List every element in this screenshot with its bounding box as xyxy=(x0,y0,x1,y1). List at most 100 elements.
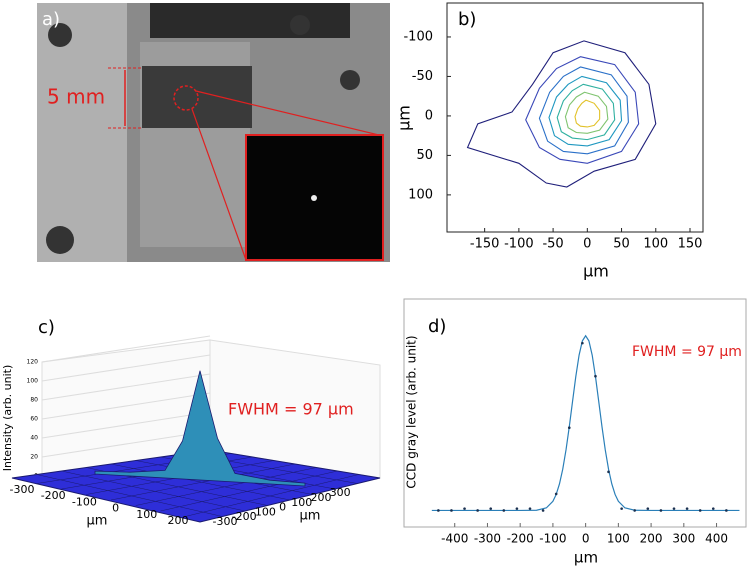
mesh xyxy=(160,470,338,512)
data-point xyxy=(711,507,715,510)
y-axis-label: CCD gray level (arb. unit) xyxy=(405,335,419,488)
data-point xyxy=(567,426,571,430)
hole xyxy=(46,226,74,254)
grid-line xyxy=(41,373,211,401)
y-tick-label: 0 xyxy=(279,501,286,514)
x-tick-label: 0 xyxy=(582,532,590,546)
z-tick-label: 100 xyxy=(27,378,39,385)
data-point xyxy=(725,509,728,512)
zoom-line xyxy=(191,108,247,261)
z-axis-label: Intensity (arb. unit) xyxy=(1,365,14,472)
contour-line xyxy=(548,75,623,147)
data-point xyxy=(528,507,532,510)
x-tick-label: -400 xyxy=(441,532,468,546)
x-tick-label: 0 xyxy=(112,502,119,515)
photo: a) 5 mm xyxy=(37,3,390,262)
zoom-line xyxy=(195,90,384,137)
data-point xyxy=(515,507,519,510)
contour-line xyxy=(525,56,640,164)
y-tick-label: 200 xyxy=(311,491,332,504)
grid-line xyxy=(41,411,211,439)
mesh xyxy=(110,463,291,501)
data-point xyxy=(502,509,506,512)
zoom-circle xyxy=(173,85,199,111)
x-tick-label: -200 xyxy=(507,532,534,546)
data-point xyxy=(607,470,610,474)
spot xyxy=(311,195,317,201)
x-tick-label: 100 xyxy=(136,508,157,521)
y-tick-label: 100 xyxy=(408,187,433,202)
data-point xyxy=(620,507,623,510)
x-tick-label: -100 xyxy=(539,532,566,546)
x-tick-label: 0 xyxy=(583,237,591,252)
y-tick-label: 100 xyxy=(291,496,312,509)
y-axis-label: µm xyxy=(395,105,414,131)
data-point xyxy=(672,507,676,510)
surface-ridge xyxy=(94,370,306,487)
plate xyxy=(37,3,127,262)
panel-label: b) xyxy=(458,9,476,30)
data-point xyxy=(541,509,545,512)
x-tick-label: -50 xyxy=(542,237,563,252)
data-point xyxy=(437,509,440,512)
data-point xyxy=(594,374,597,378)
x-tick-label: 300 xyxy=(672,532,695,546)
mesh xyxy=(61,470,246,512)
x-tick-label: 400 xyxy=(705,532,728,546)
mesh xyxy=(135,467,317,506)
data-point xyxy=(476,509,479,512)
y-tick-label: -100 xyxy=(251,505,276,518)
data-point xyxy=(646,507,650,510)
mesh xyxy=(110,463,296,501)
x-axis-label: µm xyxy=(87,514,108,529)
grid-line xyxy=(41,430,211,458)
data-point xyxy=(633,509,637,512)
x-axis-label: µm xyxy=(574,549,598,567)
top-block xyxy=(150,3,350,38)
hole xyxy=(290,15,310,35)
z-tick-label: 80 xyxy=(30,397,38,404)
contour-line xyxy=(556,83,616,141)
z-tick-label: 60 xyxy=(30,416,38,423)
sample xyxy=(142,66,252,128)
y-tick-label: -100 xyxy=(403,29,433,44)
x-tick-label: 100 xyxy=(643,237,668,252)
x-tick-label: 100 xyxy=(607,532,630,546)
hole xyxy=(340,70,360,90)
x-tick-label: -100 xyxy=(72,495,97,508)
y-tick-label: 50 xyxy=(416,148,433,163)
data-point xyxy=(489,507,493,510)
grid-line xyxy=(41,335,211,363)
mesh xyxy=(36,474,223,517)
data-point xyxy=(554,492,558,496)
y-axis-label: µm xyxy=(300,509,321,524)
panel-label: d) xyxy=(428,316,446,337)
contour-line xyxy=(564,91,609,134)
data-point xyxy=(463,507,466,510)
x-tick-label: 50 xyxy=(613,237,630,252)
data-point xyxy=(698,509,702,512)
z-tick-label: 120 xyxy=(27,359,39,366)
y-tick-label: -300 xyxy=(213,515,238,528)
contour-line xyxy=(574,99,601,128)
grid-line xyxy=(41,354,211,382)
data-point xyxy=(659,509,663,512)
x-tick-label: -200 xyxy=(41,489,66,502)
x-tick-label: 150 xyxy=(678,237,703,252)
mesh xyxy=(185,474,359,517)
hole xyxy=(48,23,72,47)
plot-frame xyxy=(446,2,704,233)
x-tick-label: -100 xyxy=(504,237,534,252)
plot-frame xyxy=(403,298,747,528)
contour-line xyxy=(538,66,629,155)
x-tick-label: 200 xyxy=(168,514,189,527)
y-tick-label: 300 xyxy=(330,486,351,499)
y-tick-label: 0 xyxy=(425,108,433,123)
grid-line xyxy=(41,392,211,420)
fit-line xyxy=(431,334,740,512)
x-axis-label: µm xyxy=(583,262,609,281)
surface-floor xyxy=(11,449,381,523)
x-tick-label: -300 xyxy=(474,532,501,546)
panel-label: c) xyxy=(38,317,55,338)
